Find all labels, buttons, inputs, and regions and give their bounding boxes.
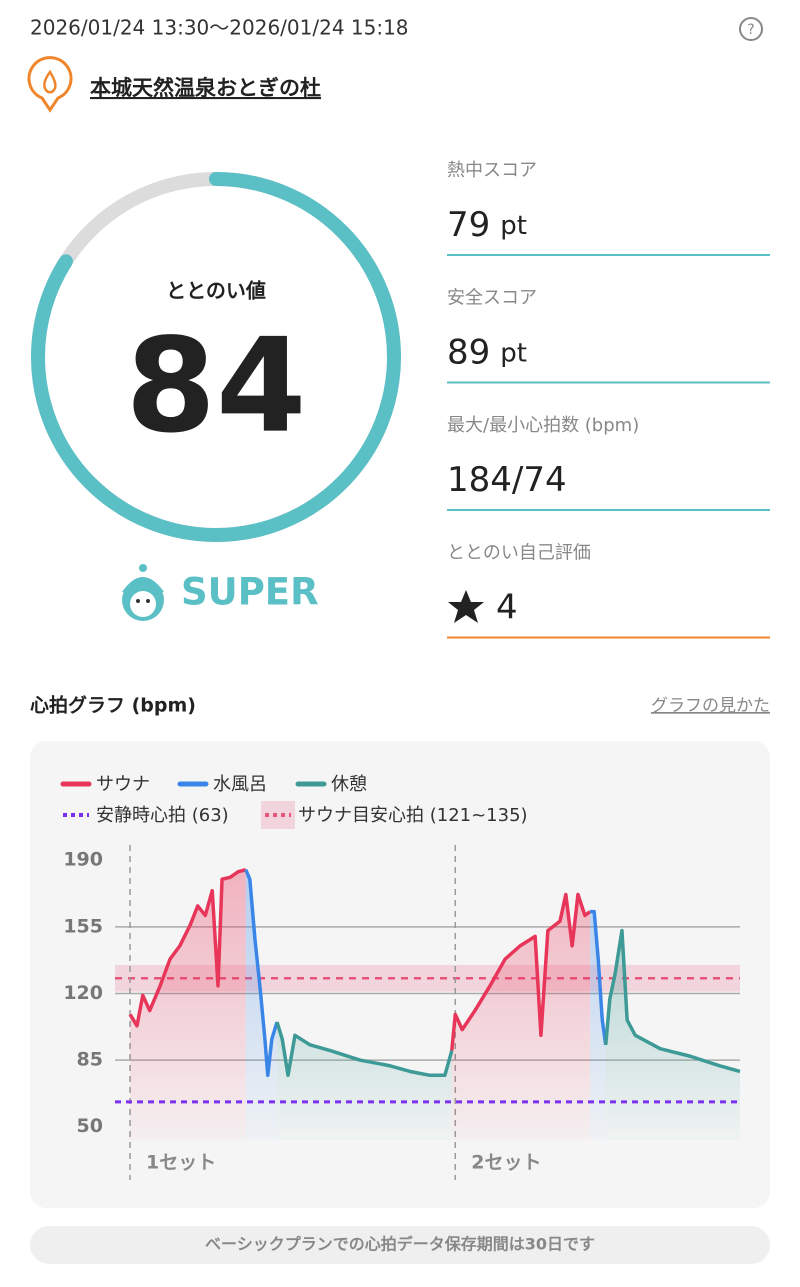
place-icon bbox=[27, 56, 73, 113]
set-label: 1セット bbox=[146, 1152, 216, 1174]
set-label: 2セット bbox=[471, 1152, 541, 1174]
y-tick-label: 85 bbox=[77, 1049, 103, 1071]
legend-label: 水風呂 bbox=[213, 774, 267, 795]
rank: SUPER bbox=[181, 571, 319, 614]
y-tick-label: 190 bbox=[63, 849, 103, 871]
score-label: 安全スコア bbox=[447, 288, 537, 309]
series-area bbox=[130, 869, 591, 1140]
gauge-ring bbox=[31, 172, 401, 542]
series-line bbox=[128, 868, 592, 1051]
score-value: 4 bbox=[496, 587, 518, 627]
score-value: 79 pt bbox=[447, 205, 527, 245]
series-line bbox=[275, 928, 741, 1078]
legend-label: 安静時心拍 (63) bbox=[96, 805, 229, 826]
y-tick-label: 120 bbox=[63, 982, 103, 1004]
star-icon bbox=[448, 590, 484, 623]
graph-title: 心拍グラフ (bpm) bbox=[30, 694, 196, 717]
help-icon[interactable]: ? bbox=[739, 17, 763, 41]
rank-icon bbox=[122, 564, 164, 621]
score-number: 184/74 bbox=[447, 460, 567, 500]
score-label: 最大/最小心拍数 (bpm) bbox=[447, 415, 639, 436]
score-number: 89 bbox=[447, 332, 490, 372]
y-tick-label: 50 bbox=[77, 1115, 103, 1137]
score-value: 184/74 bbox=[447, 460, 567, 500]
gauge-label: ととのい値 bbox=[166, 279, 266, 303]
score-unit: pt bbox=[500, 211, 527, 241]
score-value: 89 pt bbox=[447, 332, 527, 372]
legend-label: サウナ目安心拍 (121~135) bbox=[298, 805, 528, 826]
graph-help-link[interactable]: グラフの見かた bbox=[651, 696, 770, 716]
y-tick-label: 155 bbox=[63, 915, 103, 937]
score-unit: pt bbox=[500, 338, 527, 368]
legend-label: 休憩 bbox=[331, 774, 367, 795]
score-label: 熱中スコア bbox=[447, 160, 537, 181]
score-number: 79 bbox=[447, 205, 490, 245]
gauge-value: 84 bbox=[126, 310, 307, 462]
svg-text:?: ? bbox=[747, 22, 754, 38]
legend-label: サウナ bbox=[96, 774, 150, 795]
score-number: 4 bbox=[496, 587, 518, 627]
footer-pill bbox=[30, 1226, 770, 1264]
period: 2026/01/24 13:30〜2026/01/24 15:18 bbox=[30, 16, 409, 40]
footer-note: ベーシックプランでの心拍データ保存期間は30日です bbox=[205, 1235, 595, 1254]
score-label: ととのい自己評価 bbox=[447, 543, 591, 564]
series-line bbox=[244, 869, 608, 1078]
place[interactable]: 本城天然温泉おとぎの杜 bbox=[90, 76, 321, 100]
